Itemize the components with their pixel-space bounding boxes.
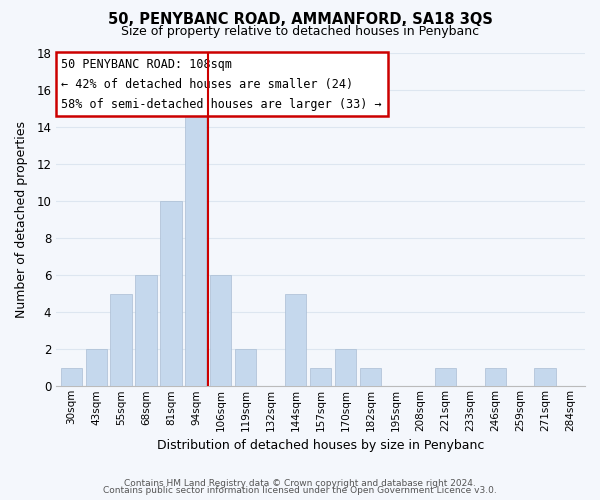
Bar [160, 201, 182, 386]
Text: Contains HM Land Registry data © Crown copyright and database right 2024.: Contains HM Land Registry data © Crown c… [124, 478, 476, 488]
Text: 50 PENYBANC ROAD: 108sqm
← 42% of detached houses are smaller (24)
58% of semi-d: 50 PENYBANC ROAD: 108sqm ← 42% of detach… [61, 58, 382, 110]
Bar [185, 108, 206, 386]
Bar [485, 368, 506, 386]
X-axis label: Distribution of detached houses by size in Penybanc: Distribution of detached houses by size … [157, 440, 484, 452]
Bar [210, 275, 232, 386]
Bar [235, 349, 256, 387]
Y-axis label: Number of detached properties: Number of detached properties [15, 121, 28, 318]
Bar [310, 368, 331, 386]
Bar [535, 368, 556, 386]
Bar [435, 368, 456, 386]
Bar [110, 294, 131, 386]
Bar [86, 349, 107, 387]
Bar [335, 349, 356, 387]
Bar [360, 368, 381, 386]
Text: 50, PENYBANC ROAD, AMMANFORD, SA18 3QS: 50, PENYBANC ROAD, AMMANFORD, SA18 3QS [107, 12, 493, 28]
Text: Contains public sector information licensed under the Open Government Licence v3: Contains public sector information licen… [103, 486, 497, 495]
Text: Size of property relative to detached houses in Penybanc: Size of property relative to detached ho… [121, 25, 479, 38]
Bar [285, 294, 306, 386]
Bar [61, 368, 82, 386]
Bar [136, 275, 157, 386]
